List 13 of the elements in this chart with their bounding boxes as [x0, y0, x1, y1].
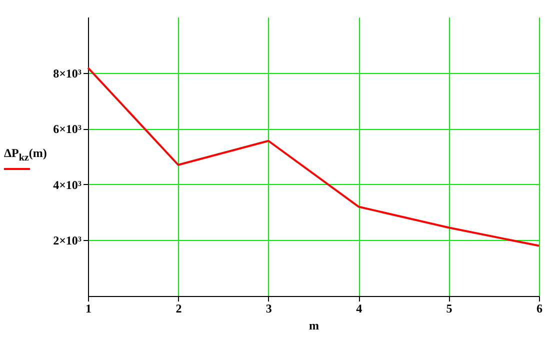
x-tick-label: 1: [86, 302, 92, 316]
line-series: [87, 66, 540, 247]
y-tick-label: 8×10³: [53, 66, 82, 80]
x-tick-label: 6: [536, 302, 542, 316]
x-tick-label: 3: [266, 302, 272, 316]
y-tick-label: 6×10³: [53, 122, 82, 136]
x-tick-label: 4: [356, 302, 362, 316]
x-axis-title: m: [309, 318, 319, 332]
x-tick-label: 5: [446, 302, 452, 316]
text: ΔP$_{kz}$(m): [4, 146, 47, 164]
y-tick-label: 4×10³: [53, 178, 82, 192]
y-tick-label: 2×10³: [53, 234, 82, 248]
x-tick-label: 2: [176, 302, 182, 316]
